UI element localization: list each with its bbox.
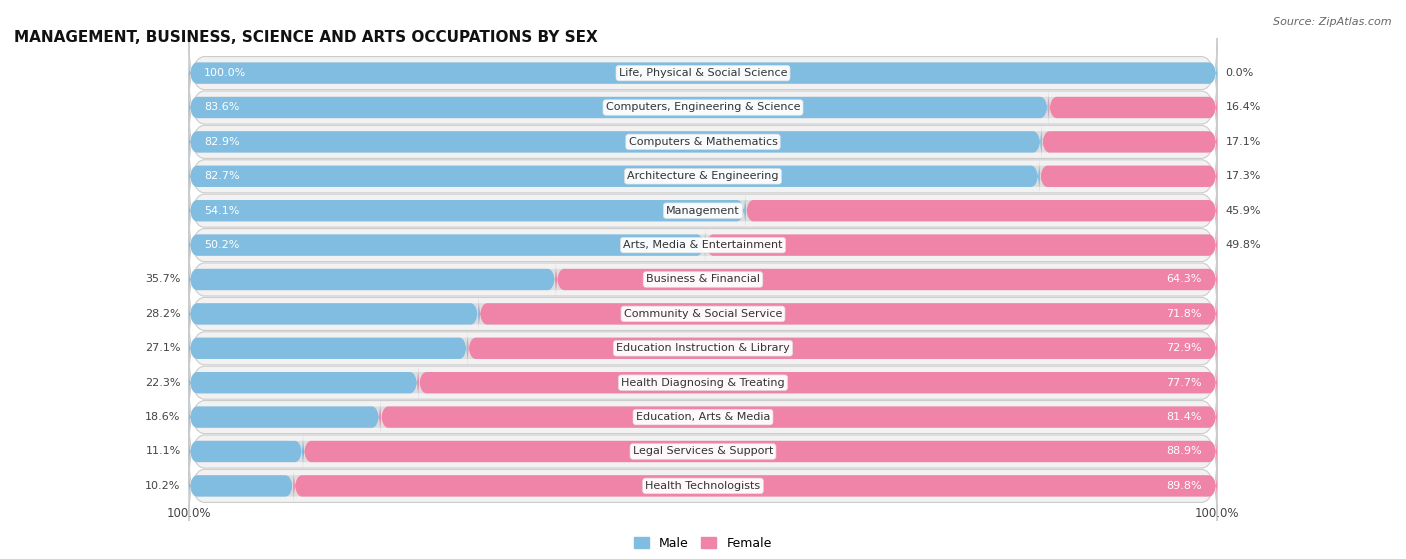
- Text: 64.3%: 64.3%: [1167, 274, 1202, 285]
- Text: Source: ZipAtlas.com: Source: ZipAtlas.com: [1274, 17, 1392, 27]
- Text: Management: Management: [666, 206, 740, 216]
- FancyBboxPatch shape: [418, 366, 1218, 400]
- FancyBboxPatch shape: [188, 297, 1218, 331]
- FancyBboxPatch shape: [294, 469, 1218, 503]
- FancyBboxPatch shape: [745, 194, 1218, 228]
- Text: 17.1%: 17.1%: [1226, 137, 1261, 147]
- Text: 22.3%: 22.3%: [145, 378, 180, 388]
- FancyBboxPatch shape: [188, 141, 1218, 211]
- FancyBboxPatch shape: [188, 91, 1218, 124]
- FancyBboxPatch shape: [188, 435, 304, 468]
- Text: Health Diagnosing & Treating: Health Diagnosing & Treating: [621, 378, 785, 388]
- Text: Computers & Mathematics: Computers & Mathematics: [628, 137, 778, 147]
- Text: Health Technologists: Health Technologists: [645, 481, 761, 491]
- FancyBboxPatch shape: [188, 435, 1218, 468]
- Text: 82.7%: 82.7%: [204, 171, 240, 181]
- FancyBboxPatch shape: [468, 331, 1218, 365]
- FancyBboxPatch shape: [188, 331, 468, 365]
- Text: 27.1%: 27.1%: [145, 343, 180, 353]
- FancyBboxPatch shape: [188, 56, 1218, 90]
- Text: 35.7%: 35.7%: [145, 274, 180, 285]
- FancyBboxPatch shape: [188, 382, 1218, 452]
- Text: 17.3%: 17.3%: [1226, 171, 1261, 181]
- Text: 71.8%: 71.8%: [1166, 309, 1202, 319]
- FancyBboxPatch shape: [188, 159, 1218, 193]
- Legend: Male, Female: Male, Female: [630, 532, 776, 555]
- FancyBboxPatch shape: [188, 366, 1218, 400]
- FancyBboxPatch shape: [188, 263, 555, 296]
- FancyBboxPatch shape: [1042, 125, 1218, 159]
- Text: Legal Services & Support: Legal Services & Support: [633, 447, 773, 457]
- FancyBboxPatch shape: [188, 348, 1218, 418]
- Text: 18.6%: 18.6%: [145, 412, 180, 422]
- Text: Education Instruction & Library: Education Instruction & Library: [616, 343, 790, 353]
- FancyBboxPatch shape: [188, 244, 1218, 315]
- FancyBboxPatch shape: [188, 469, 294, 503]
- Text: Community & Social Service: Community & Social Service: [624, 309, 782, 319]
- FancyBboxPatch shape: [188, 56, 1218, 90]
- FancyBboxPatch shape: [188, 194, 1218, 228]
- FancyBboxPatch shape: [188, 279, 1218, 349]
- Text: MANAGEMENT, BUSINESS, SCIENCE AND ARTS OCCUPATIONS BY SEX: MANAGEMENT, BUSINESS, SCIENCE AND ARTS O…: [14, 30, 598, 45]
- FancyBboxPatch shape: [188, 416, 1218, 486]
- Text: 49.8%: 49.8%: [1226, 240, 1261, 250]
- Text: 54.1%: 54.1%: [204, 206, 239, 216]
- Text: Computers, Engineering & Science: Computers, Engineering & Science: [606, 102, 800, 112]
- Text: 11.1%: 11.1%: [145, 447, 180, 457]
- FancyBboxPatch shape: [188, 400, 1218, 434]
- FancyBboxPatch shape: [304, 435, 1218, 468]
- Text: Life, Physical & Social Science: Life, Physical & Social Science: [619, 68, 787, 78]
- Text: Architecture & Engineering: Architecture & Engineering: [627, 171, 779, 181]
- FancyBboxPatch shape: [188, 228, 704, 262]
- FancyBboxPatch shape: [555, 263, 1218, 296]
- FancyBboxPatch shape: [380, 400, 1218, 434]
- FancyBboxPatch shape: [188, 228, 1218, 262]
- FancyBboxPatch shape: [479, 297, 1218, 331]
- FancyBboxPatch shape: [188, 107, 1218, 177]
- FancyBboxPatch shape: [188, 313, 1218, 383]
- FancyBboxPatch shape: [188, 366, 418, 400]
- Text: 16.4%: 16.4%: [1226, 102, 1261, 112]
- FancyBboxPatch shape: [188, 263, 1218, 296]
- Text: Education, Arts & Media: Education, Arts & Media: [636, 412, 770, 422]
- Text: 28.2%: 28.2%: [145, 309, 180, 319]
- FancyBboxPatch shape: [704, 228, 1218, 262]
- Text: 88.9%: 88.9%: [1166, 447, 1202, 457]
- FancyBboxPatch shape: [188, 400, 380, 434]
- FancyBboxPatch shape: [188, 125, 1218, 159]
- Text: 81.4%: 81.4%: [1166, 412, 1202, 422]
- FancyBboxPatch shape: [188, 176, 1218, 246]
- Text: 45.9%: 45.9%: [1226, 206, 1261, 216]
- Text: 50.2%: 50.2%: [204, 240, 239, 250]
- Text: 10.2%: 10.2%: [145, 481, 180, 491]
- FancyBboxPatch shape: [188, 38, 1218, 108]
- FancyBboxPatch shape: [188, 125, 1042, 159]
- Text: 0.0%: 0.0%: [1226, 68, 1254, 78]
- FancyBboxPatch shape: [188, 451, 1218, 521]
- FancyBboxPatch shape: [188, 194, 745, 228]
- FancyBboxPatch shape: [188, 210, 1218, 280]
- Text: Arts, Media & Entertainment: Arts, Media & Entertainment: [623, 240, 783, 250]
- FancyBboxPatch shape: [188, 297, 479, 331]
- Text: 82.9%: 82.9%: [204, 137, 240, 147]
- Text: 100.0%: 100.0%: [204, 68, 246, 78]
- FancyBboxPatch shape: [1049, 91, 1218, 124]
- FancyBboxPatch shape: [188, 73, 1218, 143]
- Text: 77.7%: 77.7%: [1166, 378, 1202, 388]
- FancyBboxPatch shape: [188, 159, 1039, 193]
- FancyBboxPatch shape: [188, 331, 1218, 365]
- Text: 72.9%: 72.9%: [1166, 343, 1202, 353]
- FancyBboxPatch shape: [188, 469, 1218, 503]
- Text: Business & Financial: Business & Financial: [645, 274, 761, 285]
- Text: 83.6%: 83.6%: [204, 102, 239, 112]
- FancyBboxPatch shape: [1039, 159, 1218, 193]
- Text: 89.8%: 89.8%: [1166, 481, 1202, 491]
- FancyBboxPatch shape: [188, 91, 1049, 124]
